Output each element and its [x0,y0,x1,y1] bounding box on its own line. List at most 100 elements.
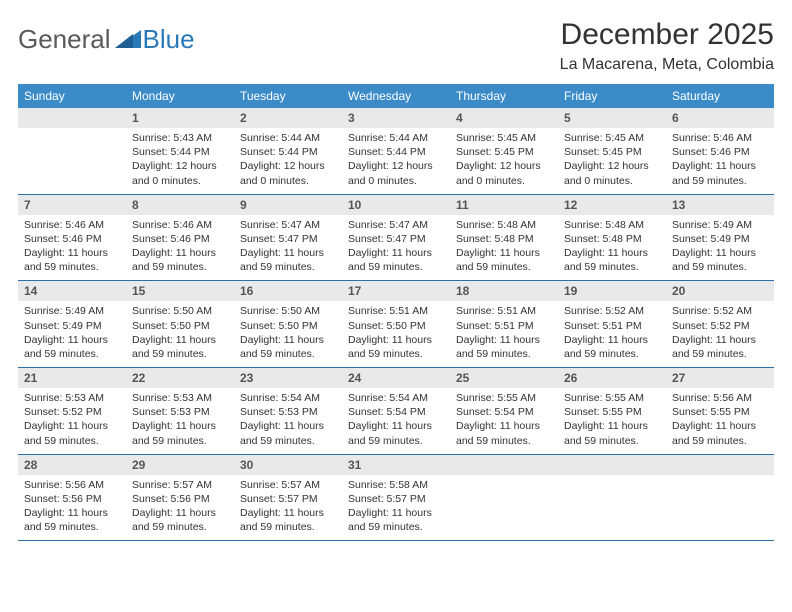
calendar-day-cell: 17Sunrise: 5:51 AMSunset: 5:50 PMDayligh… [342,281,450,368]
daylight-text: Daylight: 11 hours and 59 minutes. [240,419,336,447]
daylight-text: Daylight: 11 hours and 59 minutes. [456,246,552,274]
calendar-day-cell: 28Sunrise: 5:56 AMSunset: 5:56 PMDayligh… [18,454,126,541]
daylight-text: Daylight: 11 hours and 59 minutes. [240,506,336,534]
day-body: Sunrise: 5:44 AMSunset: 5:44 PMDaylight:… [342,128,450,194]
title-block: December 2025 La Macarena, Meta, Colombi… [560,18,774,74]
calendar-day-cell: 3Sunrise: 5:44 AMSunset: 5:44 PMDaylight… [342,108,450,194]
sunset-text: Sunset: 5:54 PM [456,405,552,419]
day-body: Sunrise: 5:44 AMSunset: 5:44 PMDaylight:… [234,128,342,194]
day-body: Sunrise: 5:48 AMSunset: 5:48 PMDaylight:… [450,215,558,281]
daylight-text: Daylight: 11 hours and 59 minutes. [132,419,228,447]
day-number: 9 [234,195,342,215]
day-number: 17 [342,281,450,301]
sunrise-text: Sunrise: 5:52 AM [564,304,660,318]
day-body: Sunrise: 5:56 AMSunset: 5:55 PMDaylight:… [666,388,774,454]
day-body: Sunrise: 5:46 AMSunset: 5:46 PMDaylight:… [18,215,126,281]
day-number: 25 [450,368,558,388]
day-number: 5 [558,108,666,128]
calendar-day-cell: 15Sunrise: 5:50 AMSunset: 5:50 PMDayligh… [126,281,234,368]
brand-triangle-icon [115,26,141,53]
calendar-day-cell: 7Sunrise: 5:46 AMSunset: 5:46 PMDaylight… [18,194,126,281]
day-number: 10 [342,195,450,215]
calendar-day-cell: 12Sunrise: 5:48 AMSunset: 5:48 PMDayligh… [558,194,666,281]
weekday-header: Friday [558,84,666,108]
sunrise-text: Sunrise: 5:46 AM [672,131,768,145]
sunrise-text: Sunrise: 5:45 AM [456,131,552,145]
sunset-text: Sunset: 5:50 PM [348,319,444,333]
daylight-text: Daylight: 11 hours and 59 minutes. [348,419,444,447]
day-body: Sunrise: 5:57 AMSunset: 5:56 PMDaylight:… [126,475,234,541]
day-number: 16 [234,281,342,301]
weekday-header: Thursday [450,84,558,108]
sunset-text: Sunset: 5:45 PM [564,145,660,159]
day-body: Sunrise: 5:48 AMSunset: 5:48 PMDaylight:… [558,215,666,281]
day-body: Sunrise: 5:46 AMSunset: 5:46 PMDaylight:… [126,215,234,281]
sunset-text: Sunset: 5:55 PM [672,405,768,419]
calendar-week-row: 7Sunrise: 5:46 AMSunset: 5:46 PMDaylight… [18,194,774,281]
calendar-week-row: 21Sunrise: 5:53 AMSunset: 5:52 PMDayligh… [18,368,774,455]
daylight-text: Daylight: 11 hours and 59 minutes. [24,506,120,534]
day-number [666,455,774,475]
calendar-day-cell: 18Sunrise: 5:51 AMSunset: 5:51 PMDayligh… [450,281,558,368]
day-body: Sunrise: 5:50 AMSunset: 5:50 PMDaylight:… [126,301,234,367]
day-number [558,455,666,475]
daylight-text: Daylight: 11 hours and 59 minutes. [672,246,768,274]
day-body: Sunrise: 5:45 AMSunset: 5:45 PMDaylight:… [450,128,558,194]
sunrise-text: Sunrise: 5:46 AM [132,218,228,232]
calendar-day-cell: 11Sunrise: 5:48 AMSunset: 5:48 PMDayligh… [450,194,558,281]
daylight-text: Daylight: 12 hours and 0 minutes. [348,159,444,187]
calendar-day-cell: 8Sunrise: 5:46 AMSunset: 5:46 PMDaylight… [126,194,234,281]
calendar-day-cell: 21Sunrise: 5:53 AMSunset: 5:52 PMDayligh… [18,368,126,455]
day-body: Sunrise: 5:47 AMSunset: 5:47 PMDaylight:… [342,215,450,281]
daylight-text: Daylight: 11 hours and 59 minutes. [672,333,768,361]
daylight-text: Daylight: 11 hours and 59 minutes. [672,159,768,187]
weekday-header: Sunday [18,84,126,108]
sunrise-text: Sunrise: 5:54 AM [348,391,444,405]
day-number: 6 [666,108,774,128]
calendar-day-cell: 29Sunrise: 5:57 AMSunset: 5:56 PMDayligh… [126,454,234,541]
weekday-header: Tuesday [234,84,342,108]
sunrise-text: Sunrise: 5:53 AM [132,391,228,405]
sunset-text: Sunset: 5:46 PM [24,232,120,246]
calendar-day-cell: 2Sunrise: 5:44 AMSunset: 5:44 PMDaylight… [234,108,342,194]
sunset-text: Sunset: 5:51 PM [456,319,552,333]
sunrise-text: Sunrise: 5:52 AM [672,304,768,318]
day-body: Sunrise: 5:52 AMSunset: 5:52 PMDaylight:… [666,301,774,367]
sunrise-text: Sunrise: 5:47 AM [348,218,444,232]
day-number: 29 [126,455,234,475]
sunrise-text: Sunrise: 5:53 AM [24,391,120,405]
daylight-text: Daylight: 11 hours and 59 minutes. [240,333,336,361]
daylight-text: Daylight: 11 hours and 59 minutes. [456,333,552,361]
calendar-day-cell: 9Sunrise: 5:47 AMSunset: 5:47 PMDaylight… [234,194,342,281]
calendar-day-cell: 20Sunrise: 5:52 AMSunset: 5:52 PMDayligh… [666,281,774,368]
day-number: 21 [18,368,126,388]
sunset-text: Sunset: 5:48 PM [564,232,660,246]
day-number: 1 [126,108,234,128]
day-number: 4 [450,108,558,128]
day-number: 28 [18,455,126,475]
sunrise-text: Sunrise: 5:56 AM [24,478,120,492]
day-number: 13 [666,195,774,215]
sunrise-text: Sunrise: 5:56 AM [672,391,768,405]
brand-logo: General Blue [18,24,195,55]
calendar-day-cell: 19Sunrise: 5:52 AMSunset: 5:51 PMDayligh… [558,281,666,368]
day-body: Sunrise: 5:53 AMSunset: 5:52 PMDaylight:… [18,388,126,454]
sunrise-text: Sunrise: 5:55 AM [456,391,552,405]
calendar-table: Sunday Monday Tuesday Wednesday Thursday… [18,84,774,541]
sunset-text: Sunset: 5:44 PM [132,145,228,159]
sunset-text: Sunset: 5:52 PM [672,319,768,333]
calendar-day-cell: 10Sunrise: 5:47 AMSunset: 5:47 PMDayligh… [342,194,450,281]
day-body: Sunrise: 5:45 AMSunset: 5:45 PMDaylight:… [558,128,666,194]
location: La Macarena, Meta, Colombia [560,56,774,74]
weekday-header: Wednesday [342,84,450,108]
day-number: 14 [18,281,126,301]
sunrise-text: Sunrise: 5:45 AM [564,131,660,145]
calendar-day-cell: 5Sunrise: 5:45 AMSunset: 5:45 PMDaylight… [558,108,666,194]
calendar-day-cell: 23Sunrise: 5:54 AMSunset: 5:53 PMDayligh… [234,368,342,455]
daylight-text: Daylight: 11 hours and 59 minutes. [24,246,120,274]
day-number [450,455,558,475]
daylight-text: Daylight: 12 hours and 0 minutes. [564,159,660,187]
daylight-text: Daylight: 11 hours and 59 minutes. [348,333,444,361]
sunrise-text: Sunrise: 5:44 AM [348,131,444,145]
weekday-header-row: Sunday Monday Tuesday Wednesday Thursday… [18,84,774,108]
